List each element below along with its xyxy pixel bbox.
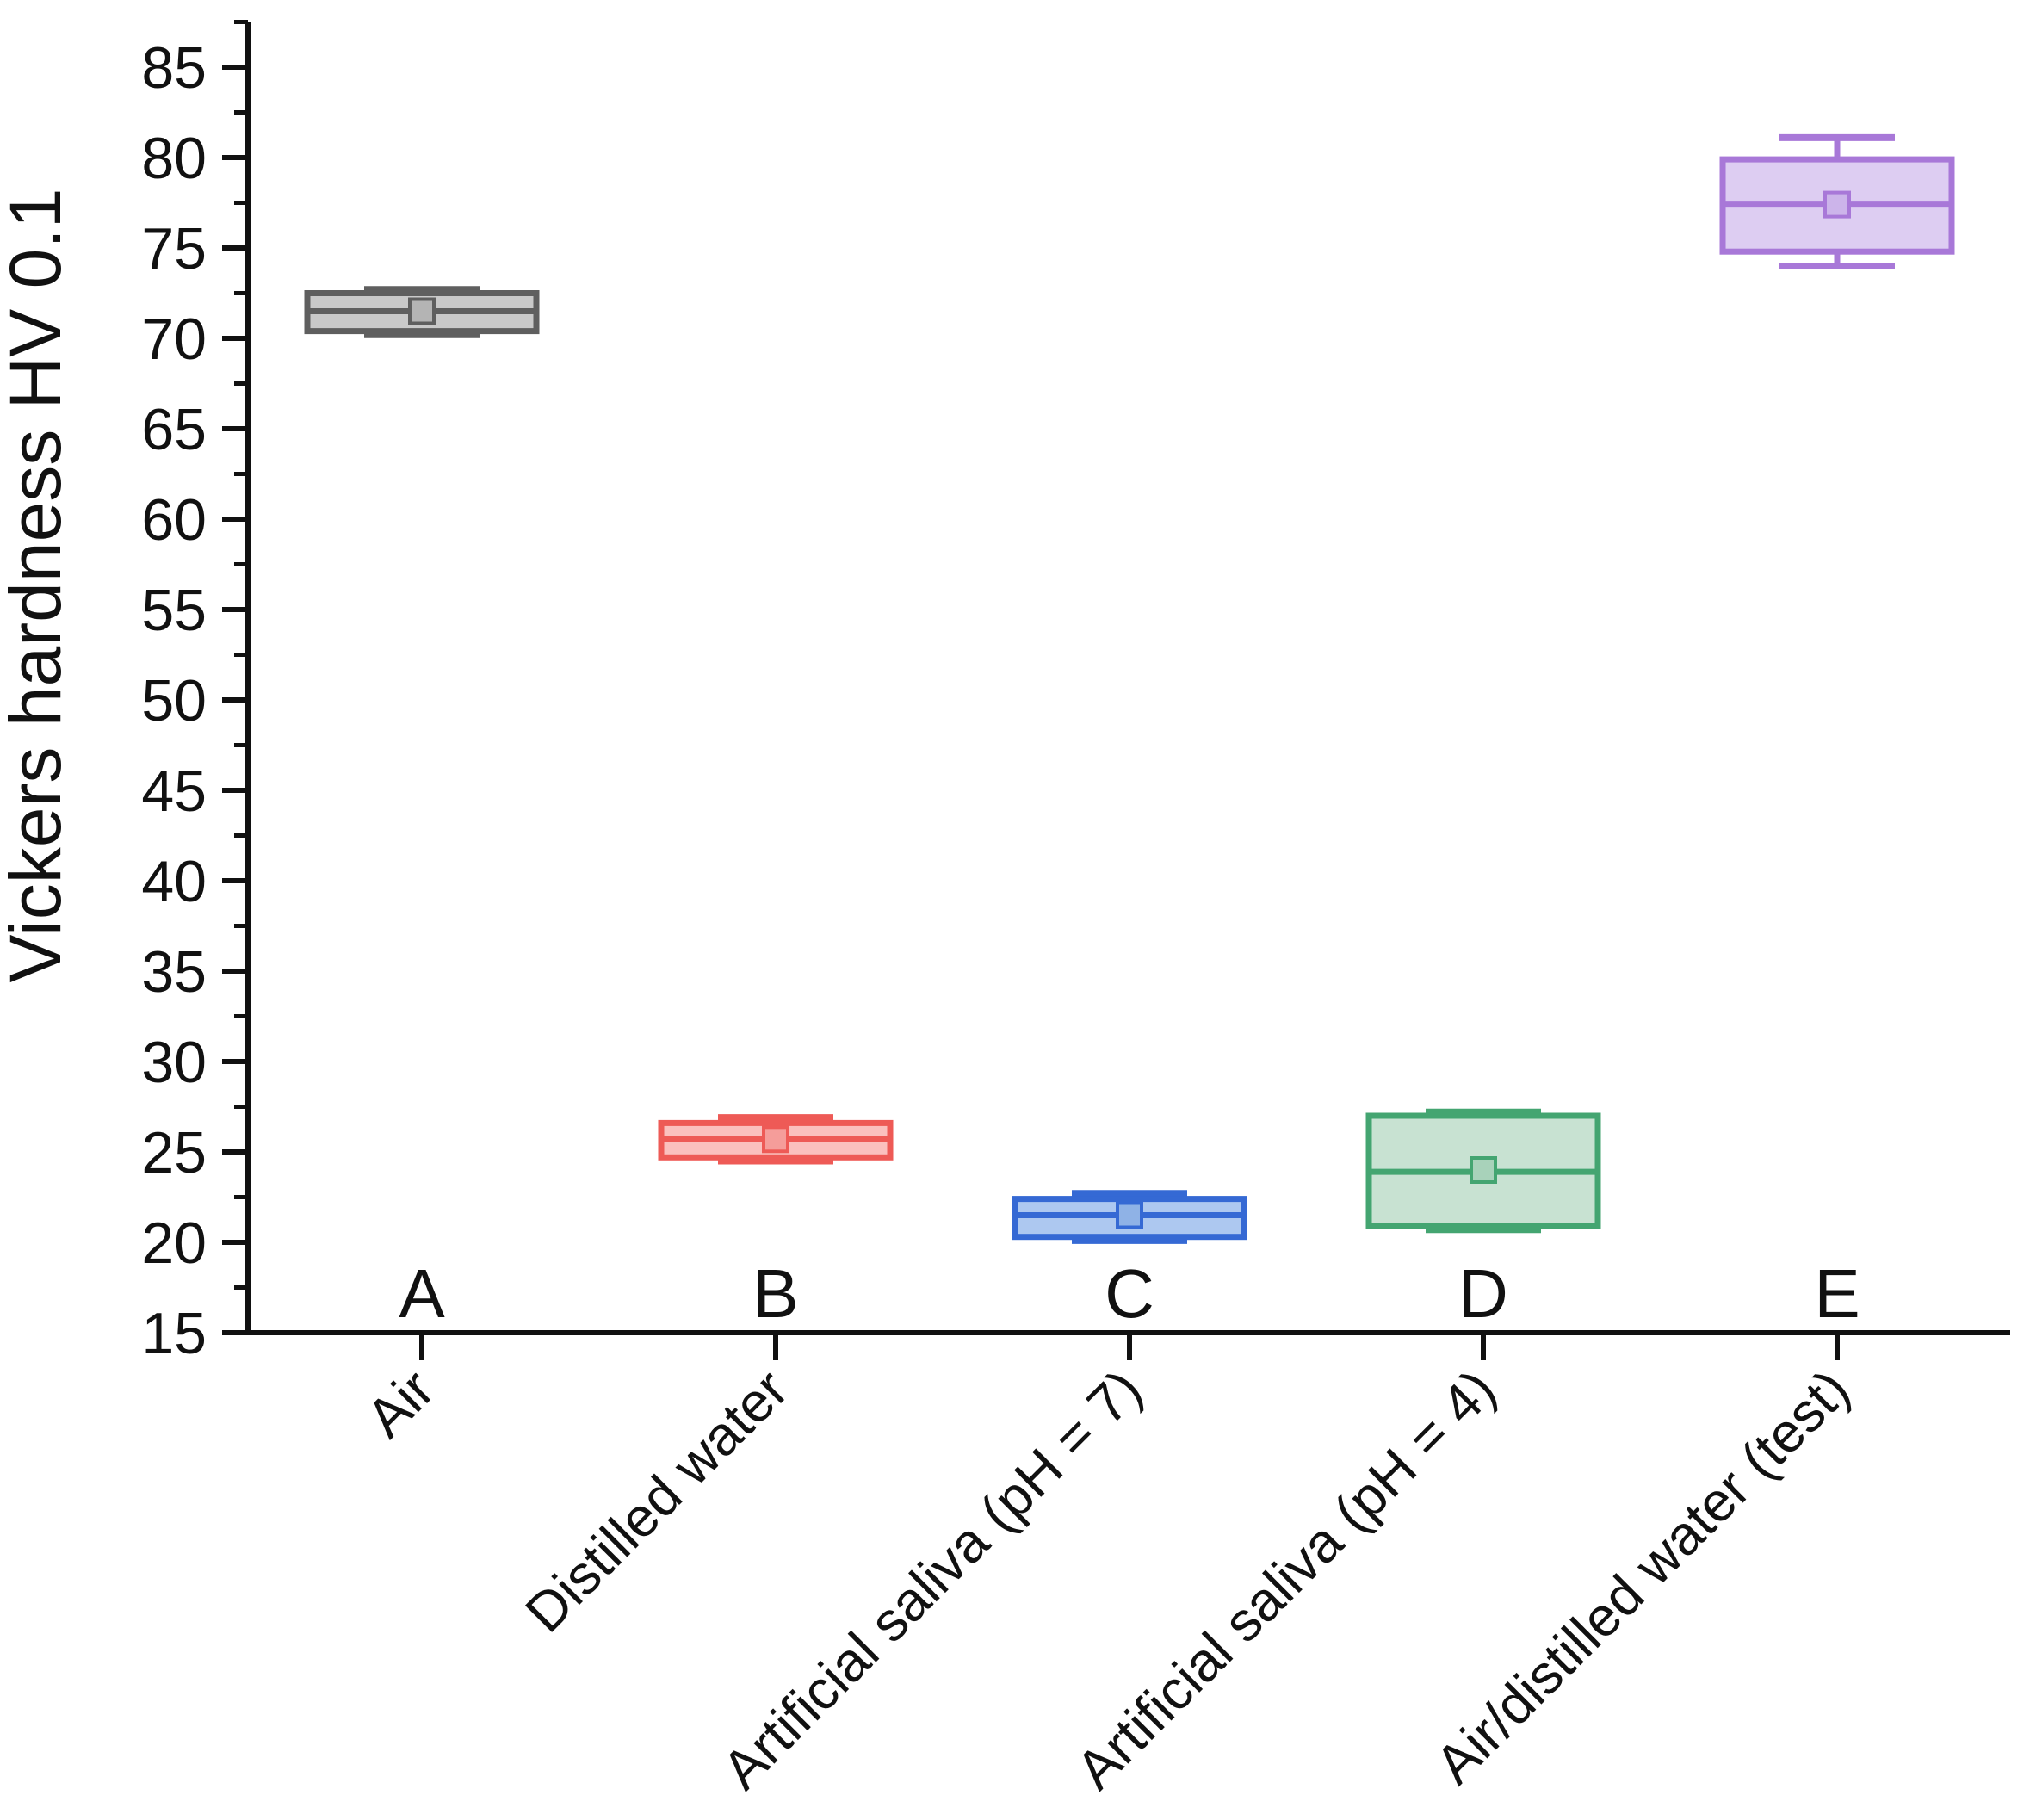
category-letter: C [1105,1255,1154,1332]
y-tick-label: 25 [141,1120,207,1185]
category-label: Distilled water [513,1358,800,1644]
y-tick-label: 35 [141,939,207,1005]
y-axis-title: Vickers hardness HV 0.1 [0,189,76,983]
mean-marker [1116,1201,1143,1229]
y-tick-label: 70 [141,306,207,372]
y-tick-label: 85 [141,35,207,101]
y-tick-label: 50 [141,668,207,734]
y-tick-label: 15 [141,1301,207,1366]
y-tick-label: 65 [141,397,207,462]
category-letter: B [752,1255,798,1332]
category-label: Air [355,1358,446,1449]
mean-marker [1823,190,1851,219]
y-tick-label: 40 [141,849,207,914]
mean-marker [408,297,436,325]
category-letter: D [1458,1255,1508,1332]
y-tick-label: 45 [141,758,207,824]
category-letter: A [399,1255,445,1332]
y-tick-label: 30 [141,1030,207,1095]
y-tick-label: 55 [141,578,207,643]
y-tick-label: 80 [141,126,207,191]
y-tick-label: 75 [141,216,207,282]
mean-marker [762,1125,789,1154]
y-tick-label: 60 [141,487,207,553]
y-tick-label: 20 [141,1210,207,1276]
category-label: Air/distilled water (test) [1423,1358,1861,1796]
mean-marker [1470,1156,1497,1184]
category-letter: E [1814,1255,1860,1332]
